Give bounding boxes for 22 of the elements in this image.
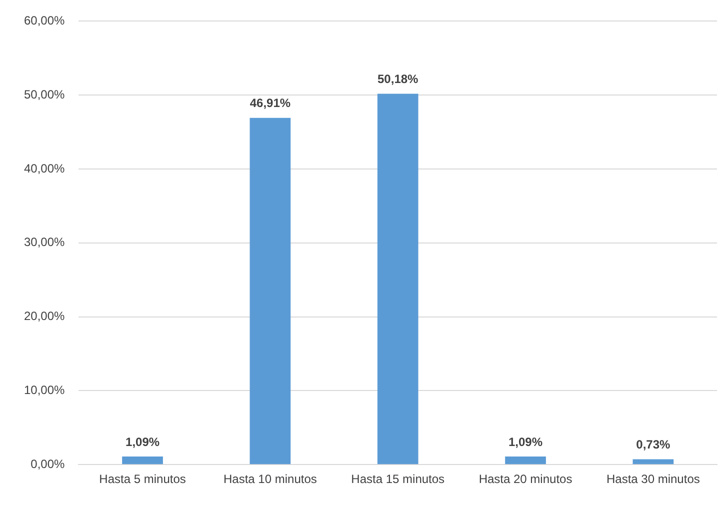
- y-tick-label: 60,00%: [24, 14, 66, 28]
- y-tick-label: 0,00%: [30, 456, 66, 471]
- x-tick-label: Hasta 20 minutos: [478, 472, 572, 486]
- y-tick-label: 20,00%: [24, 309, 66, 324]
- x-tick-label: Hasta 30 minutos: [606, 472, 700, 486]
- bar: [505, 456, 546, 464]
- x-tick-label: Hasta 5 minutos: [99, 472, 186, 486]
- y-tick-label: 30,00%: [24, 235, 66, 250]
- data-label: 46,91%: [250, 96, 291, 110]
- data-label: 50,18%: [378, 72, 419, 86]
- bar: [377, 94, 418, 464]
- data-label: 1,09%: [508, 434, 543, 449]
- y-tick-label: 10,00%: [24, 383, 66, 398]
- data-label: 1,09%: [126, 434, 160, 449]
- x-tick-label: Hasta 15 minutos: [351, 472, 445, 486]
- bar: [632, 459, 674, 464]
- data-label: 0,73%: [636, 438, 671, 452]
- bar: [250, 118, 291, 464]
- y-tick-label: 50,00%: [24, 87, 66, 102]
- bar: [122, 456, 163, 464]
- y-tick-label: 40,00%: [24, 161, 66, 176]
- x-tick-label: Hasta 10 minutos: [223, 472, 317, 486]
